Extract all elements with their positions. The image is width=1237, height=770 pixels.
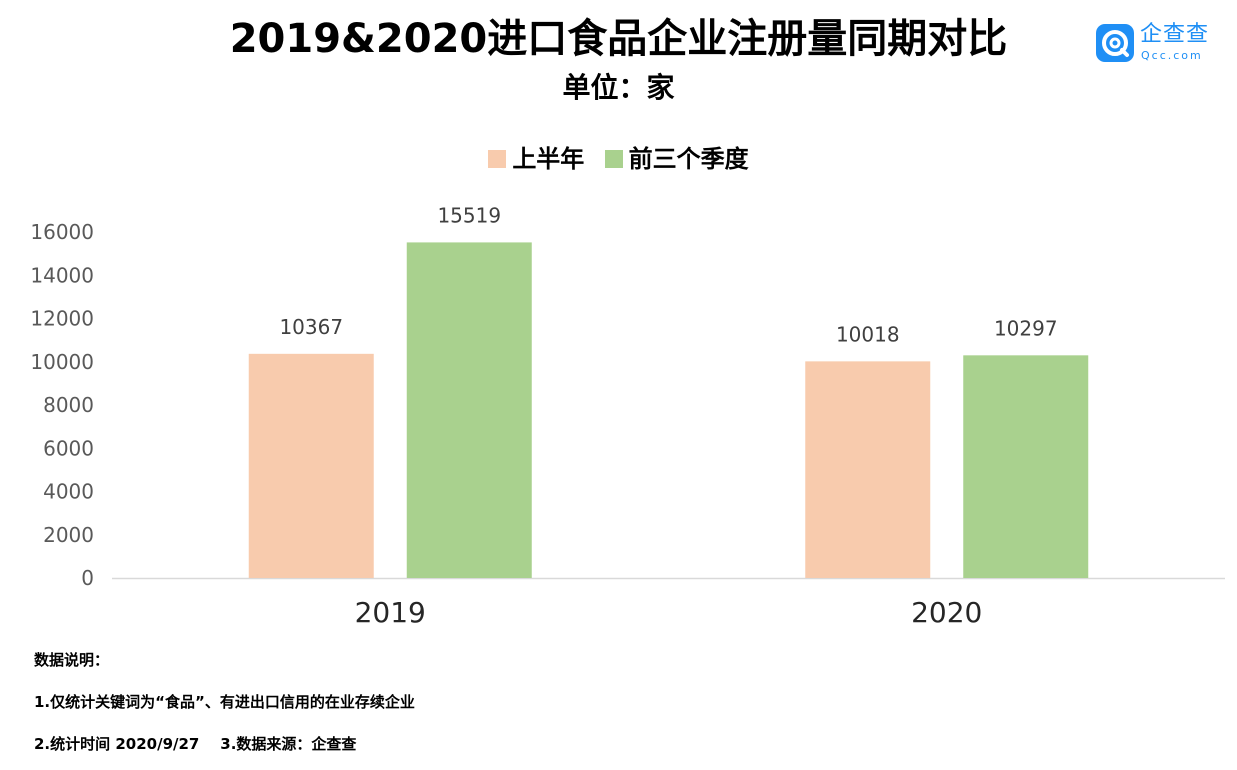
notes-line-1: 1.仅统计关键词为“食品”、有进出口信用的在业存续企业 [34, 693, 415, 711]
y-tick-label: 16000 [30, 220, 94, 244]
y-tick-label: 10000 [30, 350, 94, 374]
x-tick-label: 2020 [911, 596, 982, 629]
legend-label-three-quarters: 前三个季度 [628, 145, 749, 173]
legend-swatch-first-half [488, 150, 507, 168]
bar-chart: 0 2000 4000 6000 8000 10000 12000 14000 16000 103… [30, 203, 1225, 629]
y-tick-label: 14000 [30, 263, 94, 287]
logo-domain: Qcc.com [1141, 49, 1203, 62]
bar [963, 355, 1089, 578]
data-label: 10018 [836, 322, 900, 346]
y-tick-label: 4000 [43, 480, 94, 504]
data-label: 10297 [994, 316, 1058, 340]
legend-item-first-half: 上半年 [488, 144, 584, 174]
y-tick-label: 0 [81, 566, 94, 590]
x-tick-label: 2019 [355, 596, 426, 629]
data-label: 10367 [279, 315, 343, 339]
y-tick-label: 2000 [43, 523, 94, 547]
legend-item-three-quarters: 前三个季度 [604, 144, 749, 174]
qcc-logo-icon [1096, 24, 1134, 62]
chart-title: 2019&2020进口食品企业注册量同期对比 [229, 16, 1008, 62]
y-tick-label: 12000 [30, 307, 94, 331]
legend-label-first-half: 上半年 [512, 145, 585, 173]
chart-legend: 上半年 前三个季度 [0, 144, 1237, 174]
chart-subtitle: 单位：家 [562, 71, 675, 104]
legend-swatch-three-quarters [604, 150, 623, 168]
y-tick-label: 8000 [43, 393, 94, 417]
logo-name: 企查查 [1140, 22, 1210, 47]
bar [248, 353, 374, 578]
qcc-logo: 企查查 Qcc.com [1096, 22, 1226, 66]
bar [406, 242, 532, 579]
bar [805, 361, 931, 578]
notes-heading: 数据说明： [34, 651, 110, 669]
data-label: 15519 [437, 203, 501, 227]
y-tick-label: 6000 [43, 436, 94, 460]
notes-line-2: 2.统计时间 2020/9/27 3.数据来源：企查查 [34, 735, 357, 753]
